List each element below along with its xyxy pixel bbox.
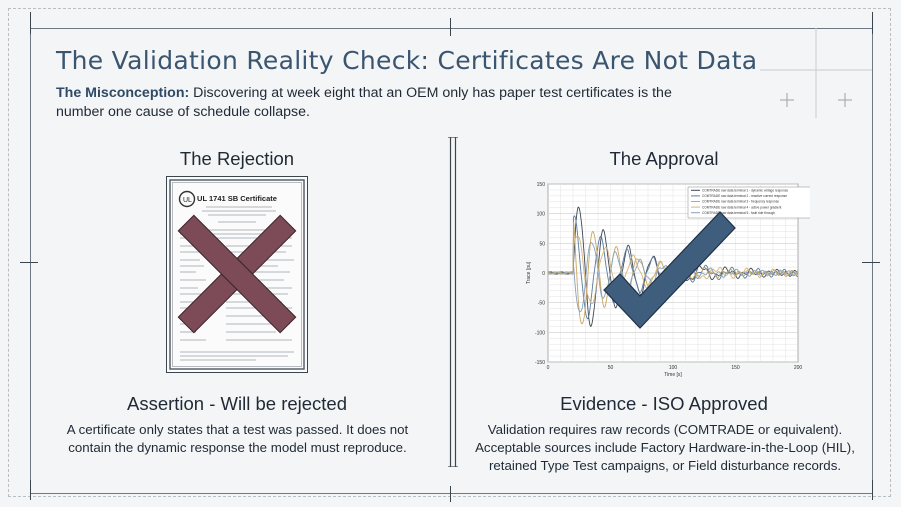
- chart-x-tick-label: 0: [547, 365, 550, 371]
- approval-line-3: retained Type Test campaigns, or Field d…: [488, 458, 842, 473]
- corner-crosshair-decoration: [760, 28, 872, 118]
- page-title: The Validation Reality Check: Certificat…: [56, 46, 758, 75]
- rejection-heading: The Rejection: [179, 148, 295, 169]
- approval-check-icon: [603, 211, 736, 329]
- tick-bottom-left: [30, 480, 31, 500]
- chart-x-axis-label: Time [s]: [664, 372, 682, 378]
- chart-legend-box: [687, 186, 810, 219]
- approval-check-shape: [603, 211, 736, 329]
- ul-seal-icon: [178, 190, 196, 208]
- tick-top-left: [30, 12, 31, 34]
- certificate-image: UL UL 1741 SB Certificate: [166, 176, 308, 373]
- inner-frame: [30, 28, 873, 494]
- certificate-title: UL 1741 SB Certificate: [197, 194, 277, 203]
- chart-y-tick-label: 100: [537, 212, 546, 218]
- approval-heading: The Approval: [609, 148, 719, 169]
- tick-bottom-right: [872, 480, 873, 500]
- approval-subheading: Evidence - ISO Approved: [560, 393, 768, 414]
- tick-left-mid: [20, 262, 38, 263]
- svg-text:UL: UL: [183, 197, 192, 204]
- misconception-statement: The Misconception: Discovering at week e…: [56, 84, 696, 122]
- approval-description: Validation requires raw records (COMTRAD…: [470, 421, 860, 475]
- rejection-subheading: Assertion - Will be rejected: [126, 393, 348, 414]
- approval-line-1: Validation requires raw records (COMTRAD…: [487, 422, 843, 437]
- chart-legend-label: COMTRADE raw data terminal 2 - reactive …: [702, 194, 787, 198]
- chart-x-tick-label: 150: [731, 365, 740, 371]
- tick-right-mid: [862, 262, 880, 263]
- chart-y-tick-label: -150: [535, 360, 545, 366]
- rejection-cross-icon: [177, 214, 297, 334]
- chart-y-tick-label: 0: [542, 271, 545, 277]
- chart-x-tick-label: 200: [794, 365, 803, 371]
- outer-frame: [8, 8, 891, 497]
- column-divider: [448, 137, 458, 467]
- chart-y-tick-label: 50: [539, 241, 545, 247]
- rejection-description: A certificate only states that a test wa…: [66, 422, 409, 455]
- chart-legend-label: COMTRADE raw data terminal 4 - active po…: [702, 205, 781, 209]
- chart-y-tick-label: -100: [535, 330, 545, 336]
- tick-top-mid: [450, 18, 451, 36]
- misconception-label: The Misconception:: [56, 85, 190, 101]
- approval-line-2: Acceptable sources include Factory Hardw…: [475, 440, 855, 455]
- chart-y-axis-label: Trace [pu]: [526, 261, 532, 284]
- tick-bottom-mid: [450, 486, 451, 502]
- chart-legend-label: COMTRADE raw data terminal 3 - frequency…: [702, 200, 779, 204]
- chart-x-tick-label: 50: [608, 365, 614, 371]
- misconception-text: Discovering at week eight that an OEM on…: [56, 85, 672, 120]
- chart-legend-label: COMTRADE raw data terminal 5 - fault rid…: [702, 211, 775, 215]
- chart-legend-label: COMTRADE raw data terminal 1 - dynamic v…: [702, 189, 788, 193]
- tick-top-right: [872, 12, 873, 34]
- chart-y-tick-label: -50: [538, 301, 545, 307]
- waveform-chart: -150 -100 -50 0 50 100 150 0 50 100 150 200 Time [s]…: [526, 182, 810, 378]
- chart-x-tick-label: 100: [669, 365, 678, 371]
- chart-y-tick-label: 150: [537, 182, 546, 188]
